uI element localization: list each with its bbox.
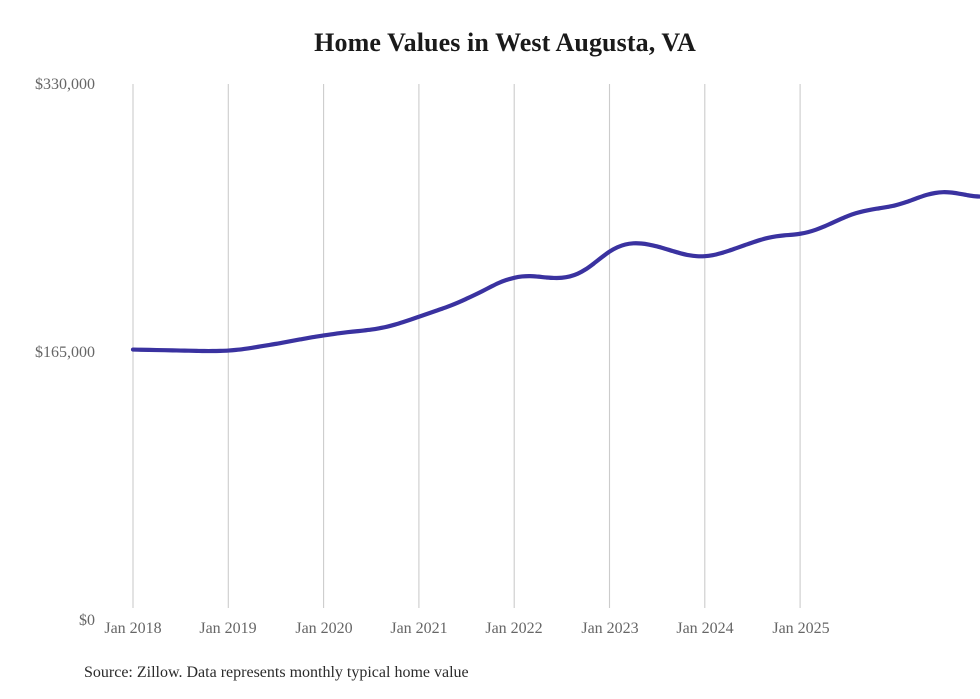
y-axis-tick-label: $165,000 xyxy=(35,344,95,361)
value-line-series xyxy=(130,190,980,354)
x-axis-tick-label: Jan 2025 xyxy=(772,620,830,637)
x-axis-tick-label: Jan 2020 xyxy=(295,620,353,637)
x-axis-tick-label: Jan 2018 xyxy=(104,620,162,637)
x-axis-tick-label: Jan 2021 xyxy=(390,620,448,637)
vertical-gridlines xyxy=(132,84,801,608)
chart-title: Home Values in West Augusta, VA xyxy=(314,28,696,57)
y-axis-tick-label: $0 xyxy=(79,612,95,629)
x-axis-tick-label: Jan 2019 xyxy=(199,620,257,637)
x-axis-tick-label: Jan 2022 xyxy=(485,620,543,637)
y-axis-tick-label: $330,000 xyxy=(35,76,95,93)
x-axis-tick-label: Jan 2024 xyxy=(676,620,734,637)
x-axis-tick-label: Jan 2023 xyxy=(581,620,639,637)
source-caption: Source: Zillow. Data represents monthly … xyxy=(84,664,469,681)
